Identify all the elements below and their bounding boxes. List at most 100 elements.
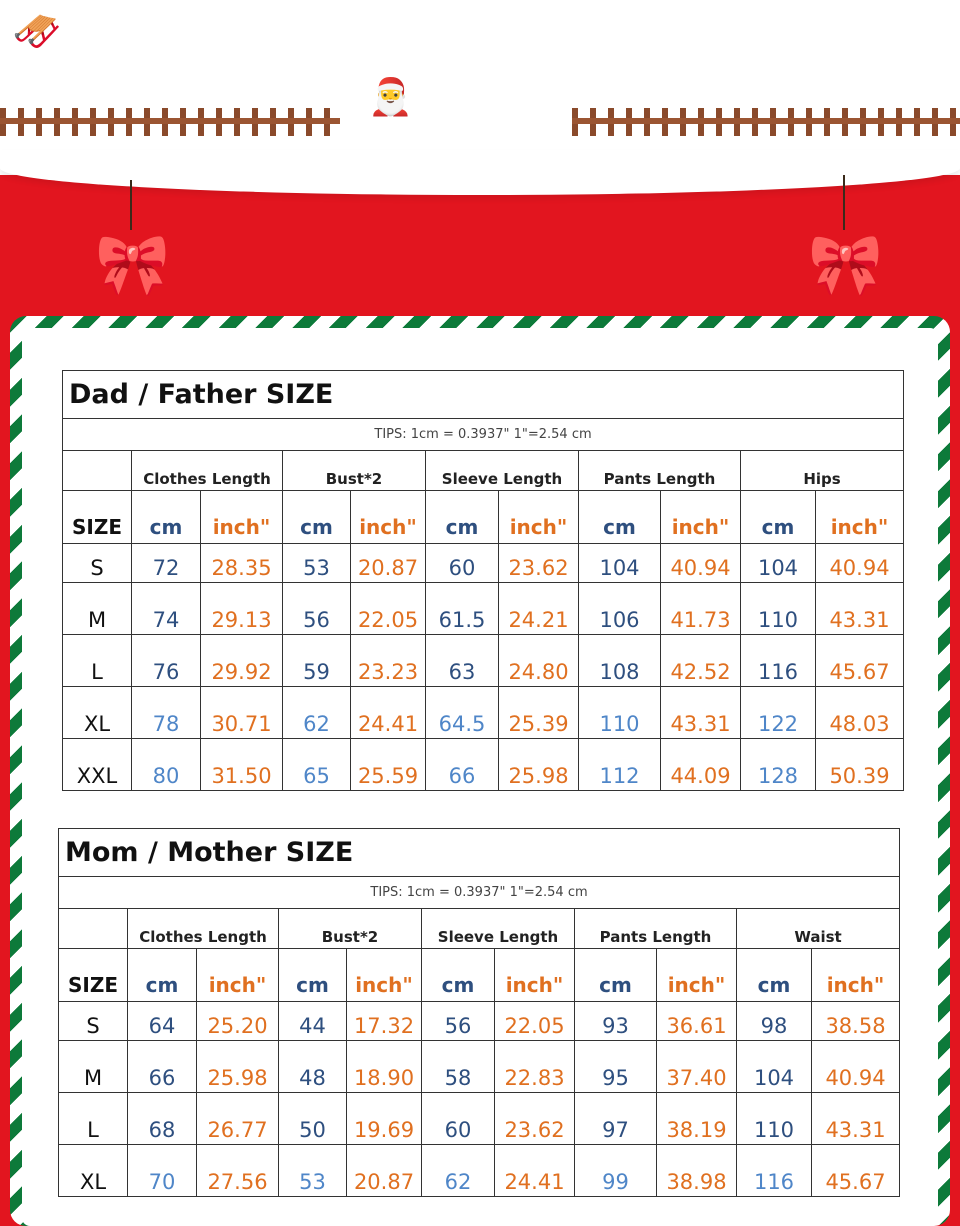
- inch-value: 43.31: [660, 686, 741, 739]
- table-row: XL 70 27.56 53 20.87 62 24.41 99 38.98 116 45.67: [58, 1144, 900, 1197]
- size-cell: M: [58, 1040, 128, 1093]
- inch-value: 31.50: [200, 738, 283, 791]
- cm-value: 62: [282, 686, 351, 739]
- table-row: L 76 29.92 59 23.23 63 24.80 108 42.52 116 45.67: [62, 634, 904, 687]
- snow-edge: [0, 150, 960, 195]
- cm-value: 76: [131, 634, 201, 687]
- inch-value: 22.05: [494, 1001, 575, 1041]
- column-group-header: Sleeve Length: [425, 450, 579, 491]
- inch-value: 19.69: [346, 1092, 422, 1145]
- column-group-header: Waist: [736, 908, 900, 949]
- table-row: XXL 80 31.50 65 25.59 66 25.98 112 44.09 128 50.39: [62, 738, 904, 791]
- cm-value: 64: [127, 1001, 197, 1041]
- column-group-header: Bust*2: [278, 908, 422, 949]
- size-cell: XL: [58, 1144, 128, 1197]
- christmas-bow-bells-icon: 🎀: [95, 230, 170, 300]
- column-group-header: Pants Length: [578, 450, 741, 491]
- inch-value: 41.73: [660, 582, 741, 635]
- cm-value: 95: [574, 1040, 657, 1093]
- table-row: M 66 25.98 48 18.90 58 22.83 95 37.40 104 40.94: [58, 1040, 900, 1093]
- cm-value: 60: [421, 1092, 495, 1145]
- inch-value: 37.40: [656, 1040, 737, 1093]
- cm-value: 110: [736, 1092, 812, 1145]
- size-cell: XXL: [62, 738, 132, 791]
- inch-value: 45.67: [815, 634, 904, 687]
- cm-value: 59: [282, 634, 351, 687]
- inch-value: 23.23: [350, 634, 426, 687]
- conversion-tip: TIPS: 1cm = 0.3937" 1"=2.54 cm: [58, 876, 900, 909]
- inch-header: inch": [346, 948, 422, 1002]
- inch-value: 25.39: [498, 686, 579, 739]
- inch-value: 27.56: [196, 1144, 279, 1197]
- cm-header: cm: [425, 490, 499, 544]
- mom-size-table: Mom / Mother SIZE TIPS: 1cm = 0.3937" 1"=…: [58, 828, 900, 1197]
- inch-header: inch": [196, 948, 279, 1002]
- inch-value: 50.39: [815, 738, 904, 791]
- inch-value: 38.19: [656, 1092, 737, 1145]
- cm-value: 63: [425, 634, 499, 687]
- cm-value: 53: [282, 543, 351, 583]
- inch-value: 24.41: [494, 1144, 575, 1197]
- cm-value: 70: [127, 1144, 197, 1197]
- inch-value: 30.71: [200, 686, 283, 739]
- inch-value: 23.62: [494, 1092, 575, 1145]
- santa-slingshot-icon: 🎅: [368, 77, 413, 118]
- column-group-header: Bust*2: [282, 450, 426, 491]
- cm-value: 110: [740, 582, 816, 635]
- inch-header: inch": [811, 948, 900, 1002]
- cm-value: 56: [282, 582, 351, 635]
- cm-value: 56: [421, 1001, 495, 1041]
- cm-value: 61.5: [425, 582, 499, 635]
- dad-size-table: Dad / Father SIZE TIPS: 1cm = 0.3937" 1"=…: [62, 370, 904, 791]
- column-group-header: Pants Length: [574, 908, 737, 949]
- inch-value: 43.31: [811, 1092, 900, 1145]
- inch-value: 38.98: [656, 1144, 737, 1197]
- cm-value: 97: [574, 1092, 657, 1145]
- inch-value: 40.94: [815, 543, 904, 583]
- inch-value: 25.59: [350, 738, 426, 791]
- inch-header: inch": [660, 490, 741, 544]
- inch-value: 22.83: [494, 1040, 575, 1093]
- inch-value: 20.87: [350, 543, 426, 583]
- inch-header: inch": [815, 490, 904, 544]
- tips-row: TIPS: 1cm = 0.3937" 1"=2.54 cm: [62, 418, 904, 451]
- cm-header: cm: [736, 948, 812, 1002]
- cm-value: 68: [127, 1092, 197, 1145]
- tips-row: TIPS: 1cm = 0.3937" 1"=2.54 cm: [58, 876, 900, 909]
- fence-left: [0, 108, 340, 136]
- cm-value: 72: [131, 543, 201, 583]
- cm-value: 44: [278, 1001, 347, 1041]
- cm-value: 116: [736, 1144, 812, 1197]
- fence-right: [572, 108, 960, 136]
- inch-value: 45.67: [811, 1144, 900, 1197]
- unit-header-row: SIZE cm inch" cm inch" cm inch" cm inch" cm inch": [62, 490, 904, 544]
- group-header-row: Clothes Length Bust*2 Sleeve Length Pants L…: [62, 450, 904, 491]
- inch-value: 28.35: [200, 543, 283, 583]
- inch-header: inch": [494, 948, 575, 1002]
- inch-value: 29.13: [200, 582, 283, 635]
- table-title: Dad / Father SIZE: [62, 370, 904, 419]
- hanging-string: [130, 180, 132, 230]
- column-group-header: Hips: [740, 450, 904, 491]
- cm-header: cm: [574, 948, 657, 1002]
- inch-value: 26.77: [196, 1092, 279, 1145]
- size-cell: L: [58, 1092, 128, 1145]
- inch-value: 40.94: [811, 1040, 900, 1093]
- cm-header: cm: [282, 490, 351, 544]
- cm-header: cm: [740, 490, 816, 544]
- hanging-string: [843, 175, 845, 230]
- cm-value: 104: [578, 543, 661, 583]
- table-row: L 68 26.77 50 19.69 60 23.62 97 38.19 110 43.31: [58, 1092, 900, 1145]
- cm-value: 98: [736, 1001, 812, 1041]
- cm-value: 110: [578, 686, 661, 739]
- cm-value: 66: [127, 1040, 197, 1093]
- table-row: S 72 28.35 53 20.87 60 23.62 104 40.94 104 40.94: [62, 543, 904, 583]
- inch-value: 24.41: [350, 686, 426, 739]
- group-header-row: Clothes Length Bust*2 Sleeve Length Pants L…: [58, 908, 900, 949]
- empty-header-cell: [58, 908, 128, 949]
- cm-value: 93: [574, 1001, 657, 1041]
- inch-value: 43.31: [815, 582, 904, 635]
- size-cell: S: [62, 543, 132, 583]
- cm-header: cm: [131, 490, 201, 544]
- table-row: XL 78 30.71 62 24.41 64.5 25.39 110 43.31 122 48.0…: [62, 686, 904, 739]
